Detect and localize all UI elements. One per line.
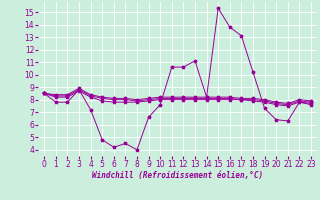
X-axis label: Windchill (Refroidissement éolien,°C): Windchill (Refroidissement éolien,°C) — [92, 171, 263, 180]
